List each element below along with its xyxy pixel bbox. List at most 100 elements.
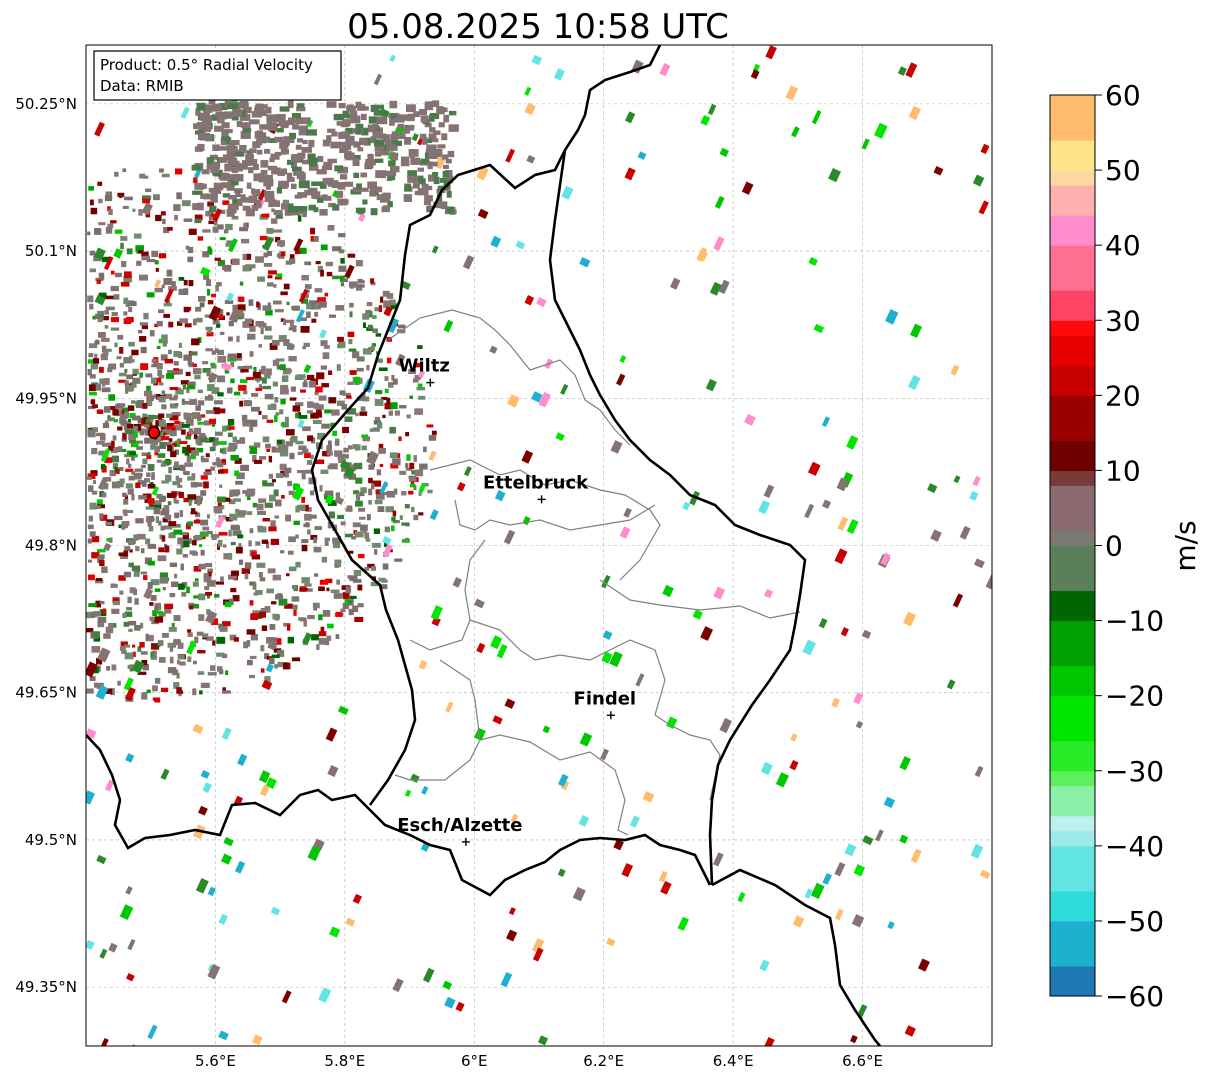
echo-cell: [300, 617, 307, 622]
echo-cell: [121, 438, 127, 442]
echo-cell: [138, 495, 147, 500]
echo-cell: [212, 208, 223, 222]
echo-cell: [352, 351, 360, 359]
echo-cell: [214, 125, 224, 132]
echo-cell: [322, 451, 331, 457]
echo-cell: [713, 852, 724, 867]
echo-cell: [304, 583, 312, 587]
echo-cell: [163, 425, 170, 429]
echo-cell: [163, 505, 170, 512]
echo-cell: [143, 478, 151, 483]
echo-cell: [431, 100, 440, 108]
echo-cell: [248, 195, 257, 203]
echo-cell: [89, 303, 94, 310]
echo-cell: [420, 115, 429, 123]
echo-cell: [105, 295, 114, 300]
echo-cell: [337, 514, 344, 520]
echo-cell: [429, 509, 439, 521]
echo-cell: [131, 400, 136, 404]
echo-cell: [378, 577, 386, 582]
echo-cell: [158, 374, 165, 379]
echo-cell: [108, 394, 116, 401]
echo-cell: [403, 194, 413, 202]
echo-cell: [268, 455, 273, 463]
echo-cell: [418, 512, 424, 516]
echo-cell: [341, 454, 349, 459]
colorbar-segment: [1050, 245, 1095, 261]
echo-cell: [213, 506, 222, 513]
echo-cell: [629, 815, 640, 828]
echo-cell: [112, 597, 120, 604]
echo-cell: [110, 447, 118, 454]
echo-cell: [338, 132, 347, 139]
echo-cell: [357, 603, 364, 608]
echo-cell: [169, 397, 178, 401]
echo-cell: [295, 534, 299, 539]
echo-cell: [225, 670, 229, 675]
echo-cell: [117, 192, 125, 197]
info-box: Product: 0.5° Radial Velocity Data: RMIB: [93, 50, 342, 101]
echo-cell: [96, 279, 101, 284]
echo-cell: [226, 387, 233, 394]
echo-cell: [397, 132, 406, 139]
echo-cell: [202, 526, 210, 531]
echo-cell: [124, 611, 133, 617]
echo-cell: [217, 392, 224, 397]
echo-cell: [405, 467, 413, 471]
echo-cell: [138, 428, 145, 433]
echo-cell: [287, 480, 293, 487]
echo-cell: [227, 418, 235, 426]
echo-cell: [669, 277, 681, 290]
echo-cell: [391, 374, 395, 381]
echo-cell: [822, 499, 832, 509]
echo-cell: [764, 588, 774, 599]
echo-cell: [126, 458, 130, 465]
echo-cell: [342, 602, 349, 609]
echo-cell: [374, 399, 384, 406]
echo-cell: [320, 365, 327, 370]
colorbar-segment: [1050, 890, 1095, 907]
echo-cell: [419, 463, 428, 470]
echo-cell: [263, 178, 274, 187]
echo-cell: [373, 104, 385, 110]
echo-cell: [336, 364, 341, 371]
echo-cell: [836, 477, 849, 492]
echo-cell: [218, 913, 228, 925]
echo-cell: [341, 465, 348, 472]
echo-cell: [355, 477, 363, 484]
echo-cell: [124, 429, 134, 435]
echo-cell: [200, 455, 205, 461]
colorbar-label: m/s: [1169, 520, 1202, 571]
echo-cell: [159, 382, 164, 386]
echo-cell: [154, 287, 163, 293]
echo-cell: [158, 415, 163, 423]
echo-cell: [338, 102, 346, 109]
echo-cell: [376, 422, 383, 429]
echo-cell: [172, 481, 181, 486]
echo-cell: [184, 323, 192, 328]
echo-cell: [316, 372, 325, 380]
echo-cell: [310, 534, 318, 540]
echo-cell: [210, 362, 216, 366]
echo-cell: [137, 646, 142, 652]
echo-cell: [359, 187, 369, 192]
echo-cell: [276, 638, 282, 645]
echo-cell: [138, 250, 143, 254]
echo-cell: [101, 492, 107, 498]
echo-cell: [220, 853, 233, 865]
echo-cell: [318, 631, 327, 637]
echo-cell: [430, 605, 443, 621]
echo-cell: [181, 423, 190, 428]
colorbar-segment: [1050, 545, 1095, 562]
echo-cell: [280, 398, 286, 405]
echo-cell: [135, 518, 144, 524]
echo-cell: [278, 598, 288, 606]
echo-cell: [408, 368, 417, 375]
echo-cell: [578, 814, 590, 827]
echo-cell: [250, 613, 259, 621]
echo-cell: [334, 559, 342, 565]
echo-cell: [177, 389, 184, 395]
echo-cell: [330, 589, 340, 594]
echo-cell: [232, 108, 242, 117]
echo-cell: [142, 413, 148, 421]
